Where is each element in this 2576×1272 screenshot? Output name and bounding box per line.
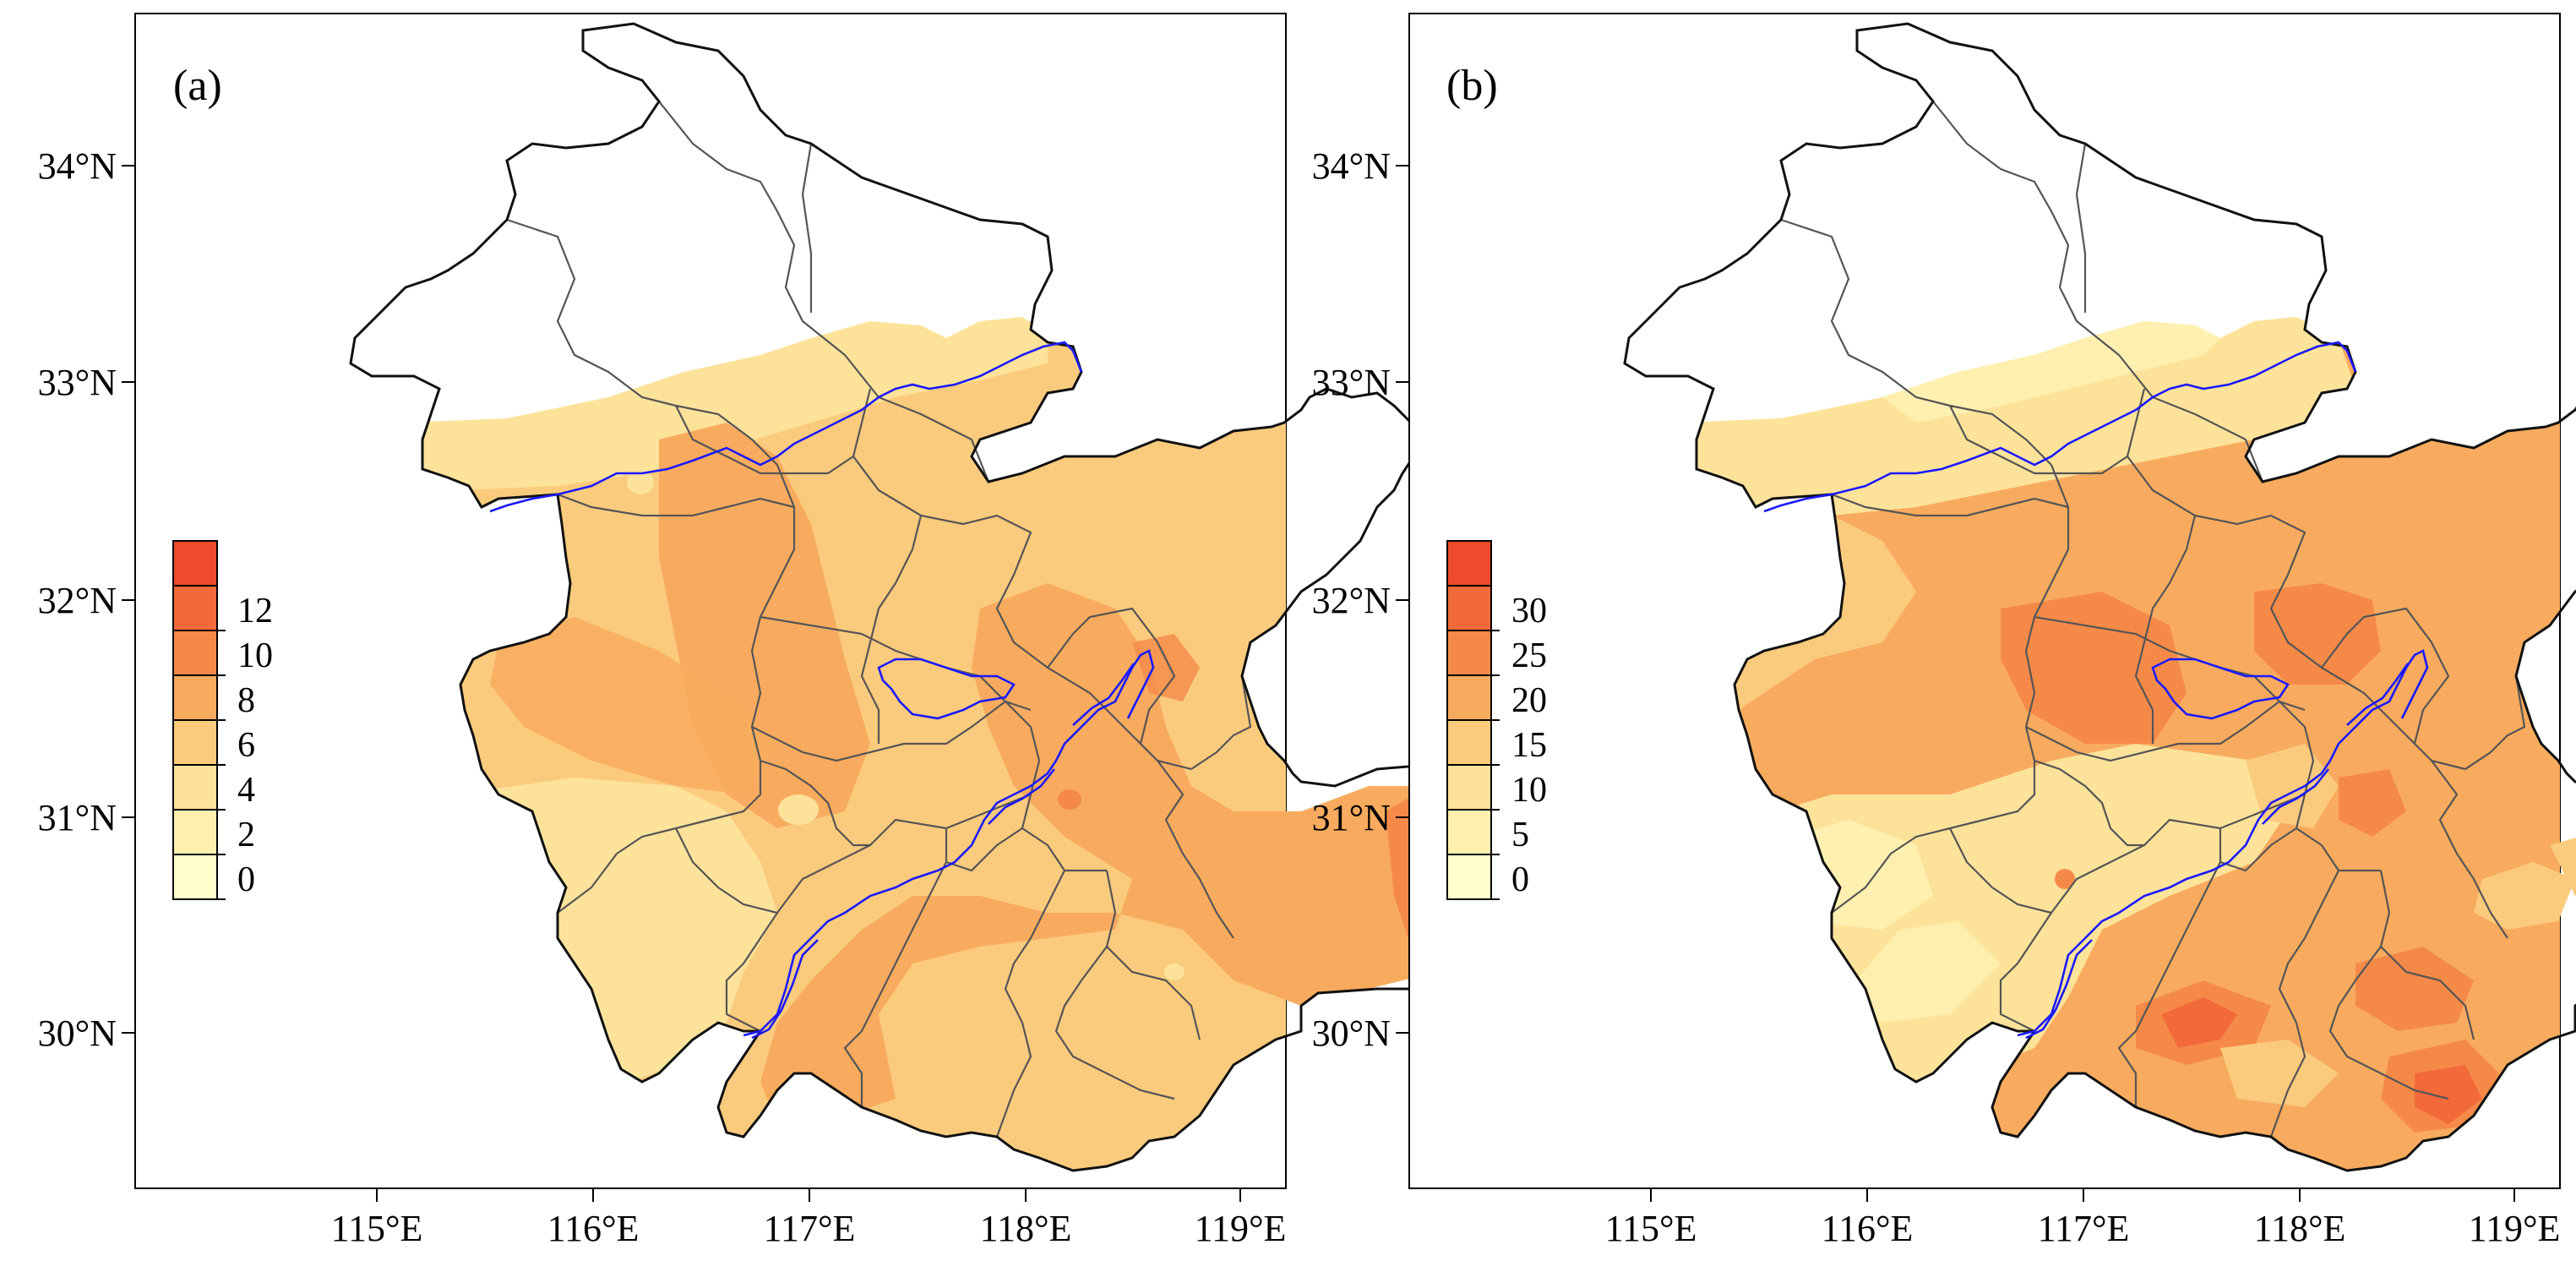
lon-tick-label: 119°E <box>1195 1208 1287 1249</box>
colorbar-label: 12 <box>237 592 273 631</box>
lon-tick-label: 116°E <box>1822 1208 1914 1249</box>
colorbar-label: 0 <box>1511 860 1529 899</box>
colorbar-label: 5 <box>1511 816 1529 854</box>
colorbar-swatch <box>172 854 218 900</box>
lat-tick-label: 33°N <box>38 362 117 403</box>
colorbar-label: 2 <box>237 816 255 854</box>
colorbar-swatch <box>172 674 218 721</box>
colorbar-swatch <box>1446 674 1492 721</box>
colorbar-swatch <box>172 719 218 766</box>
lat-tick-label: 31°N <box>38 797 117 838</box>
panel-a-lon-axis: 115°E 116°E 117°E 118°E 119°E <box>331 1188 1287 1249</box>
colorbar-swatch <box>1446 585 1492 631</box>
lat-tick-label: 30°N <box>38 1013 117 1054</box>
panel-b-lon-axis: 115°E 116°E 117°E 118°E 119°E <box>1605 1188 2561 1249</box>
colorbar-label: 25 <box>1511 636 1547 675</box>
lon-tick-label: 118°E <box>980 1208 1072 1249</box>
panel-b-label: (b) <box>1446 62 1498 110</box>
panel-a: (a) 0 2 4 6 8 10 12 34°N 33°N 32°N 31°N 30°N 115°E… <box>38 13 1510 1249</box>
colorbar-swatch <box>1446 854 1492 900</box>
colorbar-swatch <box>1446 809 1492 855</box>
lat-tick-label: 30°N <box>1312 1013 1391 1054</box>
lat-tick-label: 32°N <box>1312 580 1391 621</box>
lon-tick-label: 115°E <box>331 1208 423 1249</box>
colorbar-label: 6 <box>237 726 255 765</box>
colorbar-label: 4 <box>237 771 255 810</box>
lon-tick-label: 118°E <box>2254 1208 2346 1249</box>
colorbar-label: 8 <box>237 681 255 720</box>
lon-tick-label: 119°E <box>2469 1208 2561 1249</box>
lat-tick-label: 33°N <box>1312 362 1391 403</box>
colorbar-swatch <box>1446 540 1492 587</box>
lon-tick-label: 117°E <box>764 1208 856 1249</box>
colorbar-swatch <box>172 585 218 631</box>
lon-tick-label: 115°E <box>1605 1208 1697 1249</box>
colorbar-swatch <box>172 540 218 587</box>
panel-b-lat-axis: 34°N 33°N 32°N 31°N 30°N <box>1312 145 1409 1054</box>
colorbar-label: 10 <box>1511 771 1547 810</box>
colorbar-label: 30 <box>1511 592 1547 631</box>
lon-tick-label: 116°E <box>547 1208 640 1249</box>
colorbar-swatch <box>172 809 218 855</box>
lat-tick-label: 31°N <box>1312 797 1391 838</box>
colorbar-label: 10 <box>237 636 273 675</box>
colorbar-swatch <box>1446 764 1492 811</box>
colorbar-label: 0 <box>237 860 255 899</box>
colorbar-label: 15 <box>1511 726 1547 765</box>
lon-tick-label: 117°E <box>2038 1208 2130 1249</box>
lat-tick-label: 34°N <box>1312 145 1391 187</box>
panel-b: (b) 0 5 10 15 20 25 30 34°N 33°N 32°N 31°N 30°N 11… <box>1312 13 2576 1249</box>
colorbar-swatch <box>172 630 218 676</box>
colorbar-swatch <box>1446 719 1492 766</box>
panel-a-label: (a) <box>173 62 222 110</box>
colorbar-label: 20 <box>1511 681 1547 720</box>
panel-a-colorbar: 0 2 4 6 8 10 12 <box>172 540 273 900</box>
lat-tick-label: 34°N <box>38 145 117 187</box>
panel-b-colorbar: 0 5 10 15 20 25 30 <box>1446 540 1547 900</box>
colorbar-swatch <box>172 764 218 811</box>
lat-tick-label: 32°N <box>38 580 117 621</box>
colorbar-swatch <box>1446 630 1492 676</box>
panel-a-lat-axis: 34°N 33°N 32°N 31°N 30°N <box>38 145 135 1054</box>
